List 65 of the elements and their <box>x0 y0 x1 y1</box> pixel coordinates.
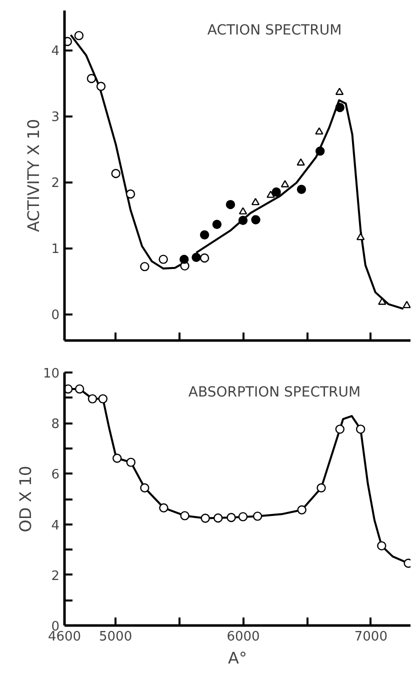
point <box>200 514 210 523</box>
point <box>140 483 150 492</box>
point <box>158 254 168 264</box>
point <box>238 207 248 214</box>
point <box>335 424 344 434</box>
y-axis-title: OD X 10 <box>16 466 35 532</box>
point <box>315 127 324 135</box>
x-tick-label: 7000 <box>354 630 388 644</box>
point <box>159 503 168 512</box>
point <box>200 230 210 240</box>
point <box>212 220 222 229</box>
point <box>251 198 260 206</box>
point <box>378 298 386 305</box>
point <box>356 232 365 240</box>
y-tick-label: 1 <box>51 242 60 258</box>
point <box>266 190 275 198</box>
point <box>238 216 248 225</box>
y-tick-label: 2 <box>51 176 60 192</box>
point <box>296 184 306 194</box>
point <box>111 168 120 178</box>
y-tick-label: 2 <box>51 568 60 584</box>
point <box>88 394 98 404</box>
point <box>180 254 189 264</box>
point <box>402 300 410 308</box>
point <box>192 252 201 262</box>
point <box>126 189 136 199</box>
point <box>112 454 122 463</box>
point <box>180 511 190 520</box>
x-tick-label: 5000 <box>99 630 132 644</box>
point <box>356 424 366 434</box>
point <box>316 146 325 156</box>
point <box>251 215 260 224</box>
point <box>140 262 150 272</box>
point <box>296 158 305 166</box>
y-tick-label: 8 <box>51 417 60 432</box>
point <box>126 458 136 467</box>
text: ABSORPTION SPECTRUM <box>188 384 361 400</box>
point <box>377 541 386 550</box>
point <box>335 102 344 112</box>
point <box>226 512 236 522</box>
text: ACTION SPECTRUM <box>207 22 342 38</box>
point <box>238 512 248 522</box>
y-tick-label: 6 <box>51 468 60 483</box>
point <box>86 74 96 84</box>
y-axis-title: ACTIVITY X 10 <box>24 118 44 232</box>
point <box>316 483 326 492</box>
point <box>297 505 306 514</box>
y-tick-label: 10 <box>42 366 60 382</box>
point <box>226 200 236 210</box>
y-tick-label: 3 <box>51 110 60 126</box>
point <box>74 30 84 40</box>
y-tick-label: 0 <box>51 308 60 324</box>
point <box>335 88 344 95</box>
y-tick-label: 4 <box>51 518 60 534</box>
point <box>272 187 281 197</box>
point <box>213 513 223 523</box>
point <box>252 512 262 521</box>
x-tick-label: 6000 <box>226 630 260 644</box>
x-axis-title: A° <box>228 648 247 668</box>
y-tick-label: 4 <box>51 44 60 60</box>
point <box>280 180 290 188</box>
point <box>98 394 108 404</box>
point <box>96 82 106 91</box>
point <box>200 253 210 263</box>
point <box>74 384 84 394</box>
